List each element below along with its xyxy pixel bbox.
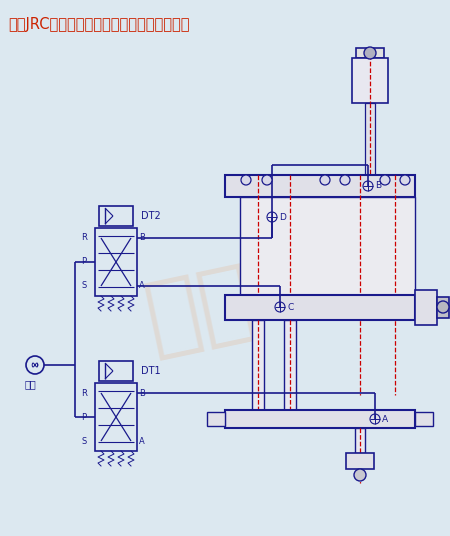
Text: DT2: DT2 (141, 211, 161, 221)
Text: P: P (81, 257, 86, 266)
Text: A: A (139, 281, 145, 291)
Text: C: C (287, 302, 293, 311)
Text: 玖容: 玖容 (138, 256, 262, 364)
Bar (346, 453, 374, 469)
Circle shape (340, 175, 350, 185)
Text: A: A (139, 436, 145, 445)
Bar (225, 175, 415, 197)
Bar (437, 297, 449, 318)
Circle shape (241, 175, 251, 185)
Text: D: D (279, 212, 286, 221)
Text: S: S (81, 436, 86, 445)
Bar (207, 412, 225, 426)
Text: DT1: DT1 (141, 366, 161, 376)
Circle shape (354, 469, 366, 481)
Circle shape (262, 175, 272, 185)
Text: B: B (139, 234, 145, 242)
Bar (365, 103, 375, 175)
Circle shape (320, 175, 330, 185)
Bar (415, 290, 437, 325)
Text: 玖容JRC总行程可调型气液增压缸气路连接图: 玖容JRC总行程可调型气液增压缸气路连接图 (8, 17, 189, 32)
Text: 气源: 气源 (25, 379, 37, 389)
Bar (95, 228, 137, 296)
Bar (284, 320, 296, 410)
Text: A: A (382, 414, 388, 423)
Text: S: S (81, 281, 86, 291)
Text: P: P (81, 413, 86, 421)
Bar (415, 412, 433, 426)
Bar (225, 410, 415, 428)
Bar (355, 428, 365, 453)
Text: B: B (375, 182, 381, 190)
Bar (99, 206, 133, 226)
Bar (99, 361, 133, 381)
Circle shape (364, 47, 376, 59)
Bar (240, 197, 415, 295)
Text: R: R (81, 389, 87, 398)
Circle shape (380, 175, 390, 185)
Bar (95, 383, 137, 451)
Bar (356, 48, 384, 58)
Bar (252, 320, 264, 410)
Text: R: R (81, 234, 87, 242)
Circle shape (437, 301, 449, 313)
Bar (225, 295, 415, 320)
Bar (352, 58, 388, 103)
Text: B: B (139, 389, 145, 398)
Circle shape (400, 175, 410, 185)
